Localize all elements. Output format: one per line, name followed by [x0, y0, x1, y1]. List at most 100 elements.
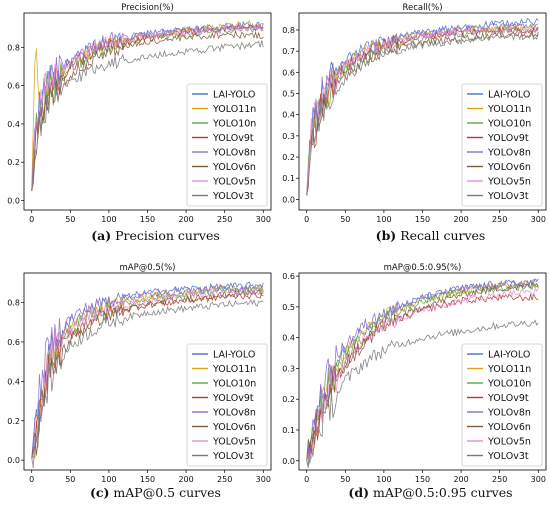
legend-label: YOLOv5n — [212, 437, 256, 448]
y-tick-label: 0.2 — [7, 158, 20, 167]
caption-label: (d) — [348, 485, 369, 500]
x-tick-label: 50 — [340, 475, 350, 484]
x-tick-label: 150 — [140, 215, 155, 224]
y-tick-label: 0.2 — [282, 153, 295, 162]
legend-label: YOLO11n — [487, 364, 531, 375]
series-line-yolov9t — [31, 24, 264, 191]
chart-title: mAP@0.5(%) — [120, 263, 176, 273]
x-tick-label: 100 — [101, 215, 116, 224]
legend-box — [186, 83, 268, 207]
y-tick-label: 0.1 — [282, 174, 295, 183]
legend-label: YOLO10n — [212, 119, 256, 130]
y-tick-label: 0.6 — [7, 338, 20, 347]
legend-label: YOLO10n — [212, 379, 256, 390]
series-line-yolov5n — [31, 286, 264, 468]
legend-label: YOLOv6n — [487, 162, 531, 173]
legend: LAI-YOLO YOLO11n YOLO10n YOLOv9t YOLOv8n YOLO… — [186, 343, 268, 467]
y-tick-label: 0.5 — [282, 89, 295, 98]
x-tick-label: 50 — [340, 215, 350, 224]
y-tick-label: 0.6 — [282, 68, 295, 77]
x-tick-label: 0 — [304, 475, 309, 484]
chart-title: Recall(%) — [402, 3, 442, 13]
series-line-yolov5n — [31, 24, 264, 191]
series-line-yolov3t — [31, 298, 264, 459]
legend-label: YOLOv3t — [487, 451, 529, 462]
legend-label: YOLOv9t — [487, 133, 529, 144]
y-tick-label: 0.5 — [282, 303, 295, 312]
caption-text: mAP@0.5:0.95 curves — [369, 485, 513, 500]
panel-caption: (b) Recall curves — [376, 228, 486, 243]
panel-caption: (a) Precision curves — [91, 228, 220, 243]
panel-caption: (c) mAP@0.5 curves — [90, 485, 221, 500]
panel-caption: (d) mAP@0.5:0.95 curves — [348, 485, 512, 500]
legend-box — [186, 343, 268, 467]
legend-label: YOLO11n — [212, 364, 256, 375]
x-tick-label: 100 — [376, 215, 391, 224]
legend-label: LAI-YOLO — [488, 90, 530, 101]
x-tick-label: 300 — [531, 215, 546, 224]
x-tick-label: 300 — [256, 215, 271, 224]
legend: LAI-YOLO YOLO11n YOLO10n YOLOv9t YOLOv8n YOLO… — [461, 343, 543, 467]
x-tick-label: 150 — [415, 475, 430, 484]
series-line-yolov5n — [306, 25, 539, 196]
chart-panel-2: Recall(%) 0 50 100 150 200 250 300 0.0 0.1 0.2 0.3 0… — [282, 3, 547, 243]
y-tick-label: 0.8 — [7, 299, 20, 308]
y-tick-label: 0.4 — [7, 120, 20, 129]
y-tick-label: 0.6 — [7, 82, 20, 91]
series-line-yolov6n — [306, 281, 539, 461]
y-tick-label: 0.2 — [282, 395, 295, 404]
legend-label: YOLO11n — [212, 104, 256, 115]
legend-label: YOLOv5n — [212, 177, 256, 188]
x-tick-label: 250 — [217, 475, 232, 484]
x-tick-label: 250 — [492, 215, 507, 224]
series-line-yolov3t — [31, 40, 264, 191]
series-line-yolov5n — [306, 287, 539, 461]
legend-label: LAI-YOLO — [213, 90, 255, 101]
y-tick-label: 0.0 — [7, 196, 20, 205]
series-line-yolov8n — [306, 22, 539, 196]
legend-label: YOLOv9t — [487, 393, 529, 404]
legend: LAI-YOLO YOLO11n YOLO10n YOLOv9t YOLOv8n YOLO… — [186, 83, 268, 207]
series-line-yolov8n — [306, 278, 539, 461]
caption-label: (c) — [90, 485, 109, 500]
legend-box — [461, 83, 543, 207]
y-tick-label: 0.4 — [282, 334, 295, 343]
legend-label: YOLO10n — [487, 119, 531, 130]
series-line-yolov6n — [31, 29, 264, 191]
chart-panel-1: Precision(%) 0 50 100 150 200 250 300 0.0 0.2 0.4 0… — [7, 3, 272, 243]
caption-label: (b) — [376, 228, 397, 243]
chart-title: Precision(%) — [121, 3, 174, 13]
y-tick-label: 0.0 — [282, 457, 295, 466]
x-tick-label: 50 — [65, 215, 75, 224]
series-line-yolo11n — [306, 279, 539, 462]
series-line-yolo10n — [306, 281, 539, 466]
x-tick-label: 250 — [492, 475, 507, 484]
legend-label: YOLOv8n — [487, 148, 531, 159]
series-line-yolov9t — [31, 291, 264, 459]
caption-text: Recall curves — [396, 228, 485, 243]
legend-label: YOLO10n — [487, 379, 531, 390]
legend: LAI-YOLO YOLO11n YOLO10n YOLOv9t YOLOv8n YOLO… — [461, 83, 543, 207]
x-tick-label: 200 — [453, 215, 468, 224]
y-tick-label: 0.6 — [282, 272, 295, 281]
series-line-yolov8n — [31, 284, 264, 459]
y-tick-label: 0.8 — [282, 26, 295, 35]
legend-label: YOLOv9t — [212, 393, 254, 404]
x-tick-label: 0 — [304, 215, 309, 224]
x-tick-label: 300 — [531, 475, 546, 484]
y-tick-label: 0.0 — [7, 456, 20, 465]
x-tick-label: 150 — [415, 215, 430, 224]
legend-label: YOLO11n — [487, 104, 531, 115]
x-tick-label: 0 — [29, 215, 34, 224]
y-tick-label: 0.0 — [282, 195, 295, 204]
x-tick-label: 300 — [256, 475, 271, 484]
legend-label: YOLOv5n — [487, 437, 531, 448]
x-tick-label: 150 — [140, 475, 155, 484]
legend-label: YOLOv6n — [487, 422, 531, 433]
x-tick-label: 50 — [65, 475, 75, 484]
y-tick-label: 0.7 — [282, 47, 295, 56]
legend-label: YOLOv3t — [212, 191, 254, 202]
caption-label: (a) — [91, 228, 111, 243]
x-tick-label: 200 — [178, 215, 193, 224]
